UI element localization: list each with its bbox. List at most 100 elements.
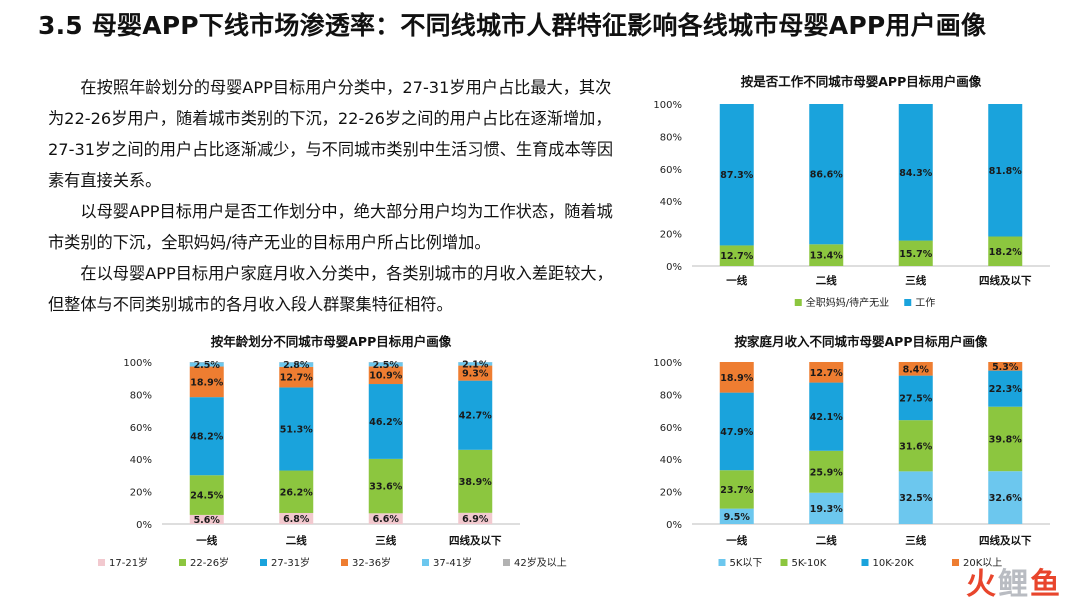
income-chart: 按家庭月收入不同城市母婴APP目标用户画像 0% 20% 40% 60% 80% 100% 9… [640,330,1060,580]
bar-segment [189,397,224,476]
page-title: 3.5 母婴APP下线市场渗透率：不同线城市人群特征影响各线城市母婴APP用户画… [38,11,987,40]
data-label: 27.5% [899,393,932,404]
y-tick-label: 40% [660,455,682,466]
bar-segment [719,508,754,524]
bar-segment [988,471,1023,524]
y-tick-label: 80% [660,132,682,143]
data-label: 18.2% [989,247,1022,258]
y-tick-label: 40% [130,455,152,466]
y-tick-label: 60% [660,423,682,434]
paragraph-work: 以母婴APP目标用户是否工作划分中，绝大部分用户均为工作状态，随着城市类别的下沉… [48,202,613,252]
x-tick-label: 三线 [375,534,396,547]
bar-segment [988,362,1023,371]
bar-segment [279,512,314,524]
data-label: 42.1% [810,412,843,423]
legend-label: 32-36岁 [352,556,391,569]
legend-swatch [794,299,802,306]
bar-segment [988,370,1023,407]
chart-title: 按是否工作不同城市母婴APP目标用户画像 [741,74,982,89]
bar-segment [189,366,224,398]
legend-label: 22-26岁 [190,556,229,569]
data-label: 47.9% [720,427,753,438]
data-label: 46.2% [369,417,402,428]
data-label: 19.3% [810,504,843,515]
x-tick-label: 一线 [726,534,747,547]
bar-segment [719,392,754,471]
bar-segment [279,366,314,388]
data-label: 32.5% [899,493,932,504]
bar-segment [898,104,933,241]
data-label: 51.3% [280,424,313,435]
chart-title: 按家庭月收入不同城市母婴APP目标用户画像 [735,334,988,349]
watermark-logo: 火鲤鱼 [966,559,1062,603]
bar-segment [988,104,1023,237]
bar-segment [458,362,493,366]
data-label: 84.3% [899,168,932,179]
bar-segment [368,362,403,367]
x-tick-label: 四线及以下 [979,274,1032,287]
y-tick-label: 60% [660,165,682,176]
x-tick-label: 二线 [816,274,837,287]
work-status-chart: 按是否工作不同城市母婴APP目标用户画像 0% 20% 40% 60% 80% 100% 12… [640,68,1060,318]
data-label: 5.6% [194,515,221,526]
y-tick-label: 40% [660,197,682,208]
data-label: 12.7% [720,251,753,262]
y-tick-label: 20% [660,488,682,499]
watermark-char: 鲤 [998,567,1030,602]
bar-segment [809,362,844,383]
data-label: 2.1% [462,359,489,370]
data-label: 31.6% [899,441,932,452]
data-label: 26.2% [280,487,313,498]
bar-segment [719,104,754,246]
data-label: 2.8% [283,360,310,371]
legend-swatch [780,559,788,566]
y-tick-label: 80% [660,390,682,401]
legend-swatch [422,559,429,566]
legend-label: 42岁及以上 [514,556,567,569]
x-tick-label: 一线 [196,534,217,547]
bar-segment [368,366,403,385]
bar-segment [189,475,224,515]
bar-segment [809,492,844,524]
data-label: 24.5% [190,491,223,502]
y-tick-label: 20% [660,230,682,241]
bar-segment [279,362,314,367]
legend-swatch [503,559,510,566]
data-label: 6.9% [462,514,489,525]
legend-label: 工作 [915,297,935,309]
bar-segment [368,513,403,524]
bar-segment [988,236,1023,266]
work-status-chart-svg: 按是否工作不同城市母婴APP目标用户画像 0% 20% 40% 60% 80% 100% 12… [653,74,1050,309]
legend-swatch [260,559,267,566]
data-label: 81.8% [989,166,1022,177]
income-chart-svg: 按家庭月收入不同城市母婴APP目标用户画像 0% 20% 40% 60% 80% 100% 9… [653,334,1050,569]
data-label: 48.2% [190,432,223,443]
data-label: 38.9% [459,477,492,488]
age-chart: 按年龄划分不同城市母婴APP目标用户画像 0% 20% 40% 60% 80% 100% 5.… [98,330,567,580]
bar-segment [898,420,933,472]
data-label: 15.7% [899,249,932,260]
legend-swatch [341,559,348,566]
legend-swatch [904,299,912,306]
y-tick-label: 80% [130,390,152,401]
bar-segment [719,245,754,266]
data-label: 2.5% [194,360,221,371]
data-label: 12.7% [280,373,313,384]
data-label: 6.6% [373,514,400,525]
bar-segment [279,470,314,513]
data-label: 18.9% [190,377,223,388]
age-chart-svg: 按年龄划分不同城市母婴APP目标用户画像 0% 20% 40% 60% 80% 100% 5.… [98,334,567,569]
bar-segment [809,244,844,266]
y-tick-label: 100% [653,358,682,369]
data-label: 23.7% [720,485,753,496]
chart-title: 按年龄划分不同城市母婴APP目标用户画像 [211,334,452,349]
body-text: 在按照年龄划分的母婴APP目标用户分类中，27-31岁用户占比最大，其次为22-… [48,72,618,320]
data-label: 86.6% [810,170,843,181]
watermark-char: 火 [966,567,998,602]
data-label: 87.3% [720,170,753,181]
x-tick-label: 一线 [726,274,747,287]
legend-label: 5K以下 [730,558,763,569]
bar-segment [809,450,844,493]
paragraph-age: 在按照年龄划分的母婴APP目标用户分类中，27-31岁用户占比最大，其次为22-… [48,78,614,190]
bar-segment [458,365,493,381]
